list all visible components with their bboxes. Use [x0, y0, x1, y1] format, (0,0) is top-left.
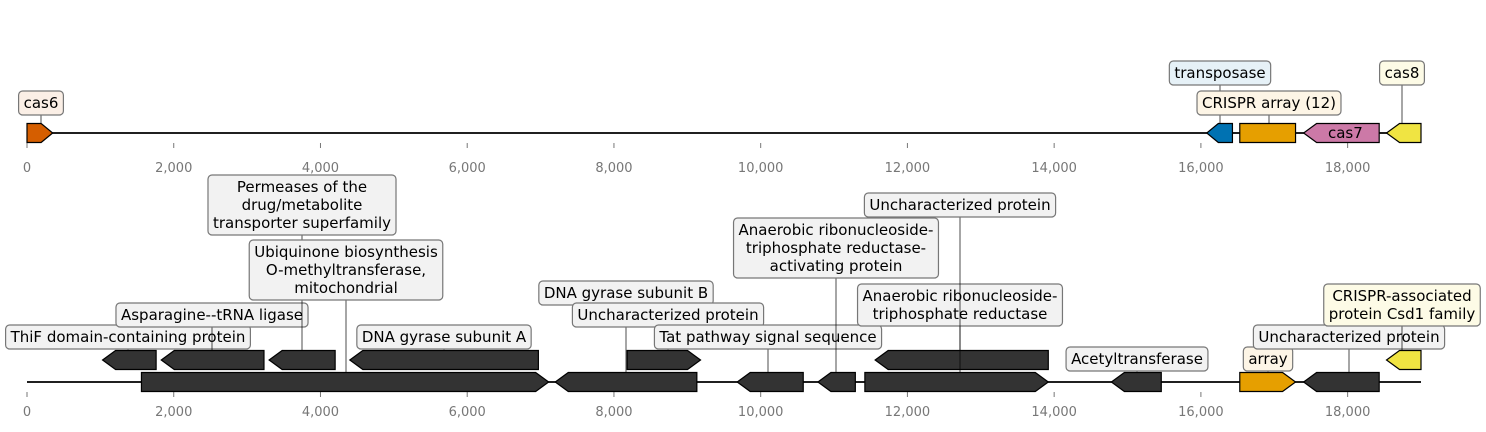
tick-label-top-1: 2,000	[155, 161, 192, 176]
gene-label-bottom-8-line-1: triphosphate reductase-	[746, 239, 926, 257]
gene-bottom-7	[736, 371, 804, 393]
gene-top-4	[1385, 122, 1422, 144]
gene-label-top-4: cas8	[1385, 64, 1420, 82]
gene-bottom-12	[1239, 371, 1297, 393]
label-box-top-1	[1168, 60, 1272, 86]
gene-bottom-8	[816, 371, 856, 393]
label-box-bottom-8	[732, 217, 940, 279]
track-bottom: 0 2,000 4,000 6,000 8,000 10,000 12,000 14,000 1…	[5, 174, 1481, 420]
gene-label-bottom-8-line-2: activating protein	[770, 257, 903, 275]
tick-label-top-8: 16,000	[1178, 161, 1224, 176]
gene-label-bottom-13: Uncharacterized protein	[1258, 328, 1439, 346]
gene-bottom-6	[626, 349, 702, 371]
gene-bottom-14	[1385, 349, 1422, 371]
tick-label-bottom-2: 4,000	[302, 405, 339, 420]
gene-label-bottom-11: Acetyltransferase	[1071, 350, 1203, 368]
gene-bottom-1	[160, 349, 265, 371]
gene-label-bottom-8-line-0: Anaerobic ribonucleoside-	[739, 221, 934, 239]
gene-label-bottom-3: DNA gyrase subunit A	[362, 328, 527, 346]
gene-label-bottom-2-line-2: transporter superfamily	[213, 214, 391, 232]
gene-label-bottom-4-line-2: mitochondrial	[294, 279, 398, 297]
gene-label-bottom-4-line-1: O-methyltransferase,	[266, 261, 426, 279]
gene-label-bottom-14-line-1: protein Csd1 family	[1329, 305, 1476, 323]
tick-label-top-9: 18,000	[1325, 161, 1371, 176]
tick-label-top-7: 14,000	[1031, 161, 1077, 176]
label-box-bottom-1	[115, 302, 309, 328]
label-box-top-0	[17, 90, 65, 116]
gene-label-bottom-2-line-1: drug/metabolite	[242, 196, 363, 214]
label-box-top-4	[1378, 60, 1426, 86]
gene-bottom-4	[140, 371, 550, 393]
gene-bottom-5	[554, 371, 698, 393]
tick-label-top-5: 10,000	[738, 161, 784, 176]
gene-top-3	[1302, 122, 1380, 144]
gene-label-bottom-12: array	[1248, 350, 1287, 368]
gene-label-top-3: cas7	[1328, 124, 1363, 142]
gene-top-0	[26, 122, 54, 144]
gene-top-2	[1239, 122, 1297, 144]
gene-label-bottom-4-line-0: Ubiquinone biosynthesis	[254, 243, 438, 261]
tick-label-bottom-5: 10,000	[738, 405, 784, 420]
tick-label-top-0: 0	[23, 161, 31, 176]
gene-label-bottom-1: Asparagine--tRNA ligase	[121, 306, 303, 324]
gene-label-bottom-10: Uncharacterized protein	[869, 196, 1050, 214]
label-box-bottom-14	[1323, 283, 1481, 327]
gene-bottom-13	[1302, 371, 1380, 393]
tick-label-bottom-4: 8,000	[595, 405, 632, 420]
gene-label-bottom-6: Uncharacterized protein	[577, 306, 758, 324]
gene-bottom-10	[864, 371, 1050, 393]
tick-label-bottom-9: 18,000	[1325, 405, 1371, 420]
label-box-bottom-10	[863, 192, 1057, 218]
gene-label-bottom-2-line-0: Permeases of the	[237, 178, 367, 196]
gene-label-bottom-5: DNA gyrase subunit B	[544, 284, 708, 302]
gene-label-top-0: cas6	[24, 94, 59, 112]
tick-label-top-2: 4,000	[302, 161, 339, 176]
tick-label-top-6: 12,000	[885, 161, 931, 176]
tick-label-top-3: 6,000	[449, 161, 486, 176]
label-box-bottom-3	[356, 324, 532, 350]
label-box-bottom-4	[248, 239, 444, 301]
track-top: 0 2,000 4,000 6,000 8,000 10,000 12,000 14,000 1…	[17, 60, 1426, 176]
label-box-bottom-11	[1065, 346, 1209, 372]
tick-label-bottom-3: 6,000	[449, 405, 486, 420]
gene-label-top-1: transposase	[1174, 64, 1265, 82]
tick-label-bottom-6: 12,000	[885, 405, 931, 420]
label-box-bottom-2	[207, 174, 397, 236]
gene-label-bottom-14-line-0: CRISPR-associated	[1332, 287, 1471, 305]
gene-bottom-2	[268, 349, 336, 371]
gene-bottom-0	[101, 349, 157, 371]
gene-label-bottom-7: Tat pathway signal sequence	[658, 328, 876, 346]
tick-label-bottom-7: 14,000	[1031, 405, 1077, 420]
gene-label-top-2: CRISPR array (12)	[1202, 94, 1336, 112]
gene-top-1	[1205, 122, 1234, 144]
gene-bottom-3	[348, 349, 539, 371]
tick-label-top-4: 8,000	[595, 161, 632, 176]
label-box-bottom-7	[653, 324, 883, 350]
label-box-top-2	[1196, 90, 1342, 116]
gene-label-bottom-0: ThiF domain-containing protein	[10, 328, 246, 346]
tick-label-bottom-0: 0	[23, 405, 31, 420]
gene-bottom-9	[874, 349, 1049, 371]
tick-label-bottom-1: 2,000	[155, 405, 192, 420]
gene-bottom-11	[1110, 371, 1162, 393]
tick-label-bottom-8: 16,000	[1178, 405, 1224, 420]
